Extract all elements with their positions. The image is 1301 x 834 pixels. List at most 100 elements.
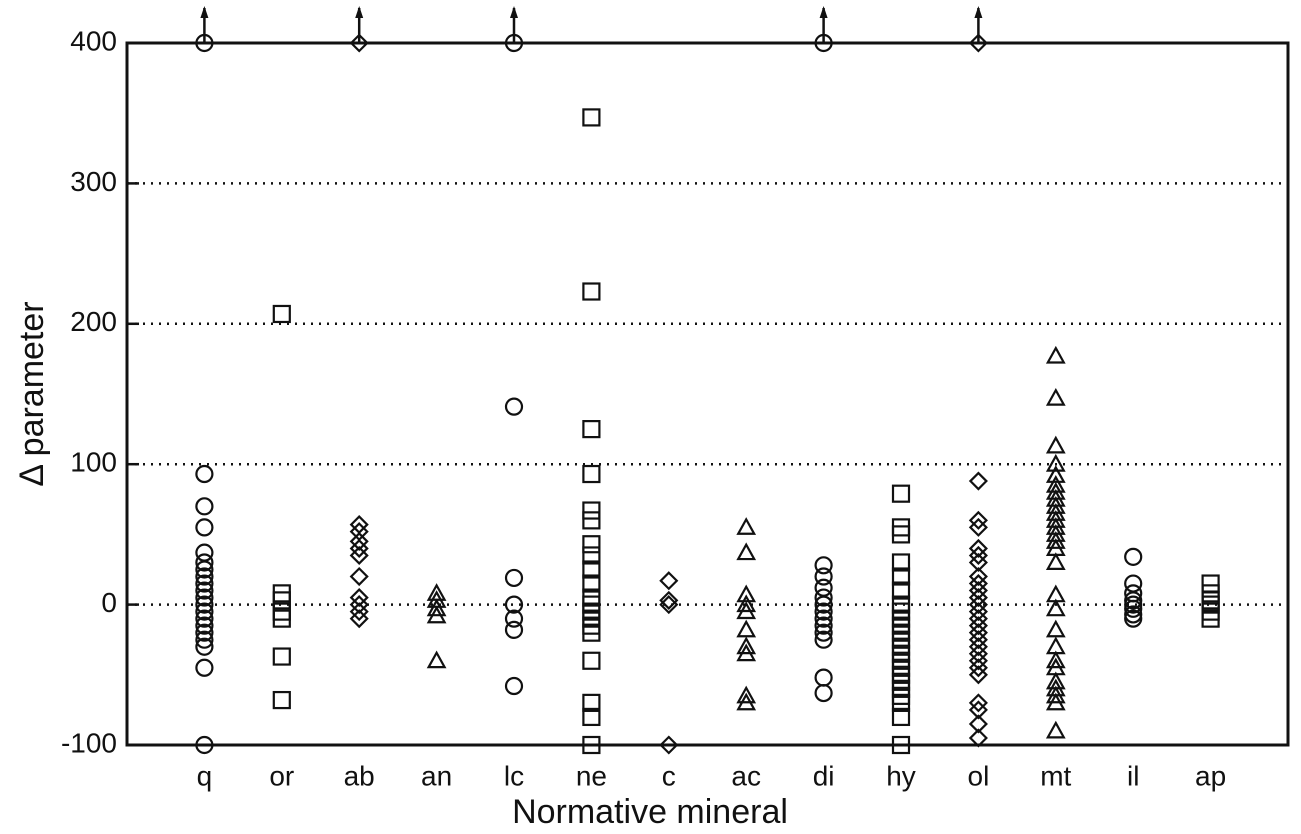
point (426, 650, 447, 669)
off-scale-arrowhead (819, 6, 828, 18)
point (195, 553, 214, 572)
point (195, 497, 214, 516)
point (968, 566, 988, 587)
point (891, 484, 911, 503)
y-tick-label: 400 (70, 25, 117, 56)
point (814, 623, 833, 642)
point (1045, 387, 1066, 406)
off-scale-arrowhead (200, 6, 209, 18)
point (272, 304, 291, 324)
point (1201, 609, 1220, 628)
point (968, 545, 988, 566)
point (1045, 650, 1066, 669)
x-tick-label: il (1127, 760, 1139, 791)
point (1045, 453, 1066, 472)
point (891, 553, 911, 572)
point (968, 471, 988, 491)
x-axis-title: Normative mineral (512, 793, 788, 831)
point (736, 636, 757, 655)
point (968, 517, 988, 537)
point (195, 464, 214, 484)
y-tick-label: 300 (70, 166, 117, 197)
point (814, 668, 833, 687)
point (968, 595, 988, 615)
x-tick-label: q (197, 760, 213, 791)
point (1124, 547, 1143, 566)
point (582, 282, 601, 301)
point (736, 601, 757, 620)
point (582, 420, 601, 439)
point (659, 735, 679, 755)
point (1045, 435, 1066, 454)
off-scale-arrowhead (510, 6, 518, 18)
point (736, 692, 757, 711)
x-tick-label: hy (886, 760, 916, 791)
point (272, 609, 291, 628)
x-tick-label: an (421, 760, 452, 791)
point (195, 623, 214, 642)
point (582, 511, 601, 530)
point (195, 630, 214, 649)
x-tick-label: ol (968, 760, 990, 791)
point (582, 693, 601, 712)
point (968, 658, 988, 678)
point (582, 707, 601, 727)
off-scale-arrowhead (974, 6, 983, 18)
point (1201, 574, 1220, 593)
point (814, 609, 833, 628)
point (891, 707, 911, 727)
point (814, 556, 833, 575)
point (195, 609, 214, 628)
point (968, 552, 988, 573)
point (968, 728, 988, 748)
point (1045, 531, 1066, 549)
point (426, 598, 447, 617)
point (736, 619, 757, 638)
x-tick-label: mt (1040, 760, 1071, 791)
point (891, 735, 911, 755)
point (968, 651, 988, 671)
point (504, 620, 524, 639)
y-tick-label: 200 (70, 306, 117, 337)
x-tick-label: ab (344, 760, 375, 791)
point (195, 518, 214, 537)
point (195, 595, 214, 614)
point (659, 595, 679, 615)
point (968, 538, 988, 558)
point (968, 581, 988, 601)
point (1124, 599, 1143, 618)
point (582, 546, 601, 565)
point (1045, 692, 1066, 711)
x-tick-label: ac (731, 760, 761, 791)
point (1045, 685, 1066, 704)
point (968, 714, 988, 734)
point (659, 590, 679, 610)
point (968, 623, 988, 643)
point (504, 568, 524, 588)
y-tick-label: -100 (61, 727, 117, 758)
point (195, 588, 214, 607)
x-tick-label: or (269, 760, 294, 791)
point (195, 637, 214, 656)
point (582, 464, 601, 484)
x-tick-label: di (813, 760, 835, 791)
point (582, 108, 601, 127)
point (582, 623, 601, 642)
point (814, 595, 833, 614)
point (195, 581, 214, 600)
point (504, 676, 524, 696)
point (891, 581, 911, 600)
point (582, 501, 601, 520)
point (504, 595, 524, 614)
x-tick-label: ap (1195, 760, 1226, 791)
point (968, 510, 988, 530)
point (195, 658, 214, 677)
point (195, 602, 214, 621)
x-tick-label: lc (504, 760, 524, 791)
point (349, 609, 369, 629)
point (736, 542, 757, 561)
point (968, 33, 988, 53)
point (814, 588, 833, 607)
y-tick-label: 100 (70, 447, 117, 478)
